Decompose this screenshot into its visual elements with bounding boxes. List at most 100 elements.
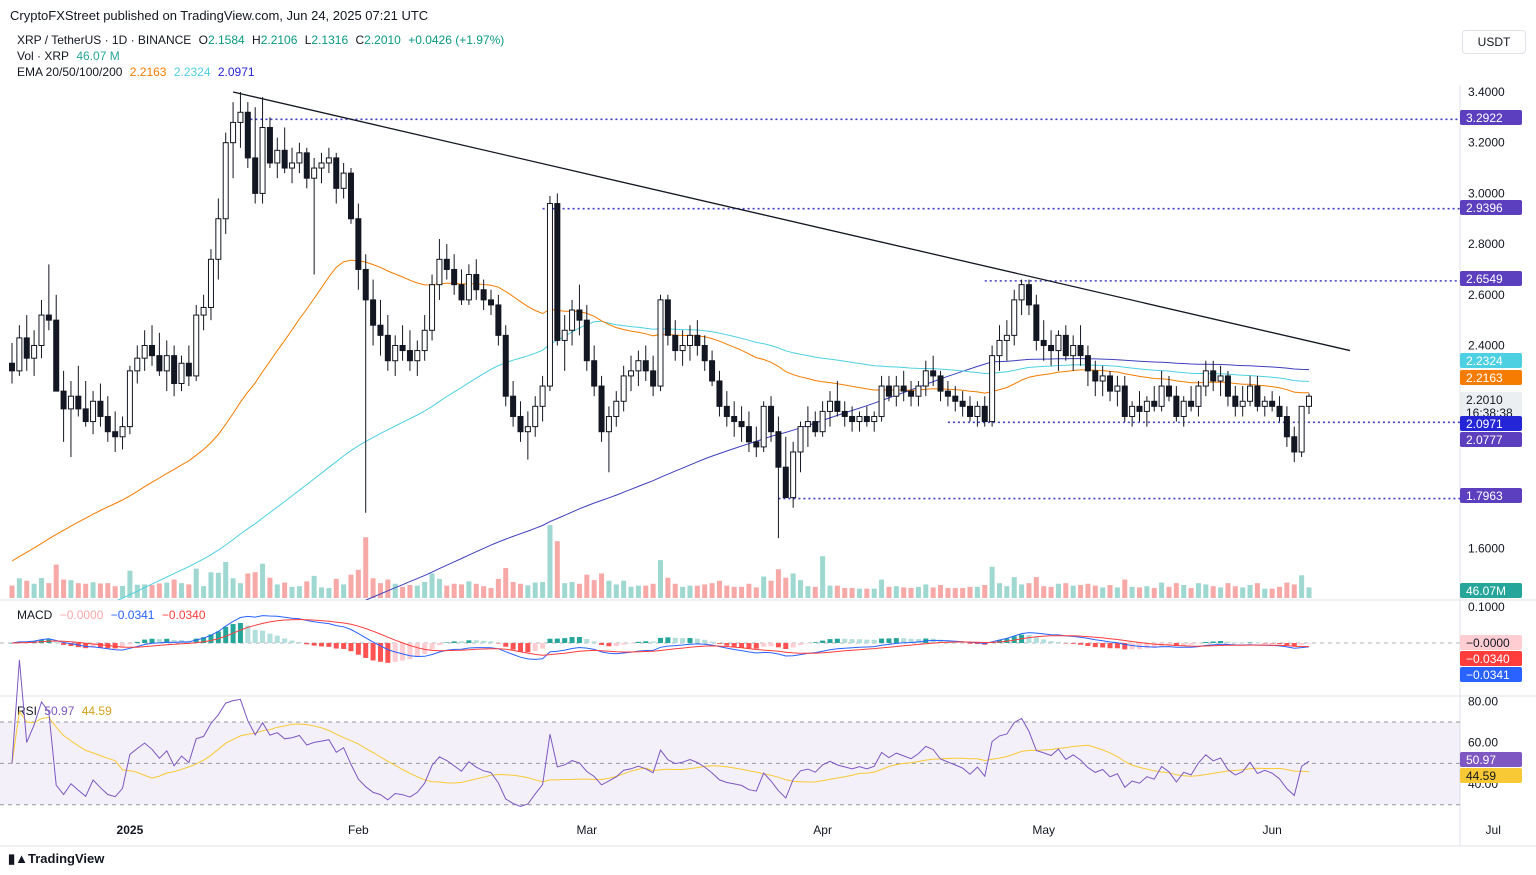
- macd-label: MACD: [17, 608, 53, 622]
- macd-hist-bar: [547, 638, 553, 643]
- rsi-line: [11, 659, 1310, 808]
- volume-bar: [982, 585, 988, 598]
- candle-body: [731, 415, 738, 423]
- candle-body: [480, 289, 487, 301]
- candle-body: [539, 385, 546, 407]
- macd-hist-bar: [1277, 643, 1283, 644]
- candle-body: [1151, 400, 1158, 407]
- candle-body: [207, 258, 214, 308]
- x-tick-label: Apr: [813, 823, 832, 837]
- candle-body: [1092, 370, 1099, 382]
- candle-body: [252, 157, 259, 194]
- macd-hist-bar: [643, 641, 649, 643]
- volume-bar: [731, 586, 737, 598]
- macd-hist-bar: [672, 637, 678, 643]
- macd-hist-bar: [532, 643, 538, 651]
- rsi-ma-value: 44.59: [81, 704, 112, 718]
- volume-bar: [680, 586, 686, 598]
- macd-hist-bar: [775, 643, 781, 648]
- macd-hist-bar: [915, 638, 921, 643]
- candle-body: [1114, 385, 1121, 392]
- candle-body: [797, 426, 804, 453]
- volume-bar: [842, 588, 848, 598]
- candle-body: [856, 415, 863, 423]
- volume-bar: [495, 578, 501, 598]
- volume-bar: [120, 585, 126, 598]
- volume-bar: [31, 583, 37, 598]
- candle-body: [141, 345, 148, 359]
- candle-body: [178, 362, 185, 385]
- volume-bar: [1240, 587, 1246, 598]
- candle-body: [554, 203, 561, 341]
- volume-bar: [687, 585, 693, 598]
- volume-bar: [223, 561, 229, 598]
- volume-bar: [24, 580, 30, 598]
- macd-hist-bar: [245, 625, 251, 643]
- candle-body: [325, 157, 332, 164]
- volume-bar: [702, 584, 708, 598]
- candle-body: [863, 415, 870, 423]
- candle-body: [569, 309, 576, 331]
- macd-hist-bar: [319, 643, 325, 647]
- candle-body: [340, 172, 347, 189]
- currency-button[interactable]: USDT: [1462, 30, 1526, 54]
- candle-body: [488, 299, 495, 306]
- macd-hist-bar: [223, 626, 229, 643]
- publisher-line: CryptoFXStreet published on TradingView.…: [10, 8, 429, 23]
- candle-body: [90, 400, 97, 423]
- macd-hist-bar: [83, 643, 89, 649]
- candle-body: [1195, 385, 1202, 407]
- candle-body: [53, 319, 60, 392]
- macd-hist-bar: [333, 643, 339, 649]
- volume-bar: [164, 582, 170, 598]
- candle-body: [1291, 436, 1298, 453]
- candle-body: [1254, 385, 1261, 407]
- candle-body: [1011, 299, 1018, 336]
- macd-hist-bar: [466, 640, 472, 643]
- candle-body: [281, 149, 288, 169]
- volume-bar: [974, 586, 980, 598]
- macd-hist-bar: [473, 640, 479, 643]
- x-tick-label: Jun: [1262, 823, 1281, 837]
- candle-body: [1276, 405, 1283, 417]
- volume-bar: [761, 576, 767, 598]
- volume-bar: [945, 588, 951, 598]
- volume-bar: [1203, 584, 1209, 598]
- macd-tag-label: −0.0000: [1466, 636, 1510, 650]
- macd-hist-bar: [665, 637, 671, 643]
- macd-hist-bar: [97, 643, 103, 648]
- macd-hist-bar: [1262, 643, 1268, 644]
- volume-bar: [805, 586, 811, 598]
- volume-bar: [1019, 584, 1025, 598]
- candle-body: [237, 111, 244, 123]
- candle-body: [465, 274, 472, 301]
- candle-body: [1188, 400, 1195, 407]
- candle-body: [760, 405, 767, 448]
- candle-body: [1070, 345, 1077, 357]
- volume-bar: [370, 578, 376, 598]
- macd-hist-bar: [820, 640, 826, 643]
- candle-body: [303, 152, 310, 179]
- volume-bar: [812, 586, 818, 598]
- macd-hist-bar: [488, 641, 494, 643]
- candle-body: [812, 421, 819, 433]
- volume-bar: [1284, 582, 1290, 598]
- macd-hist-bar: [215, 631, 221, 643]
- volume-bar: [1033, 577, 1039, 598]
- ema-20-value: 2.2163: [129, 65, 167, 79]
- macd-hist-bar: [960, 642, 966, 644]
- macd-hist-bar: [1144, 643, 1150, 649]
- macd-hist-bar: [326, 643, 332, 647]
- volume-bar: [576, 583, 582, 598]
- volume-bar: [1173, 583, 1179, 598]
- candle-body: [546, 203, 553, 387]
- macd-tag-label: −0.0340: [1466, 652, 1510, 666]
- volume-bar: [97, 583, 103, 598]
- volume-bar: [127, 570, 133, 598]
- macd-hist-bar: [260, 630, 266, 643]
- volume-bar: [1085, 583, 1091, 598]
- candle-body: [333, 157, 340, 189]
- price-tag-label: 2.9396: [1466, 201, 1503, 215]
- ohlc-close: C2.2010: [355, 33, 401, 47]
